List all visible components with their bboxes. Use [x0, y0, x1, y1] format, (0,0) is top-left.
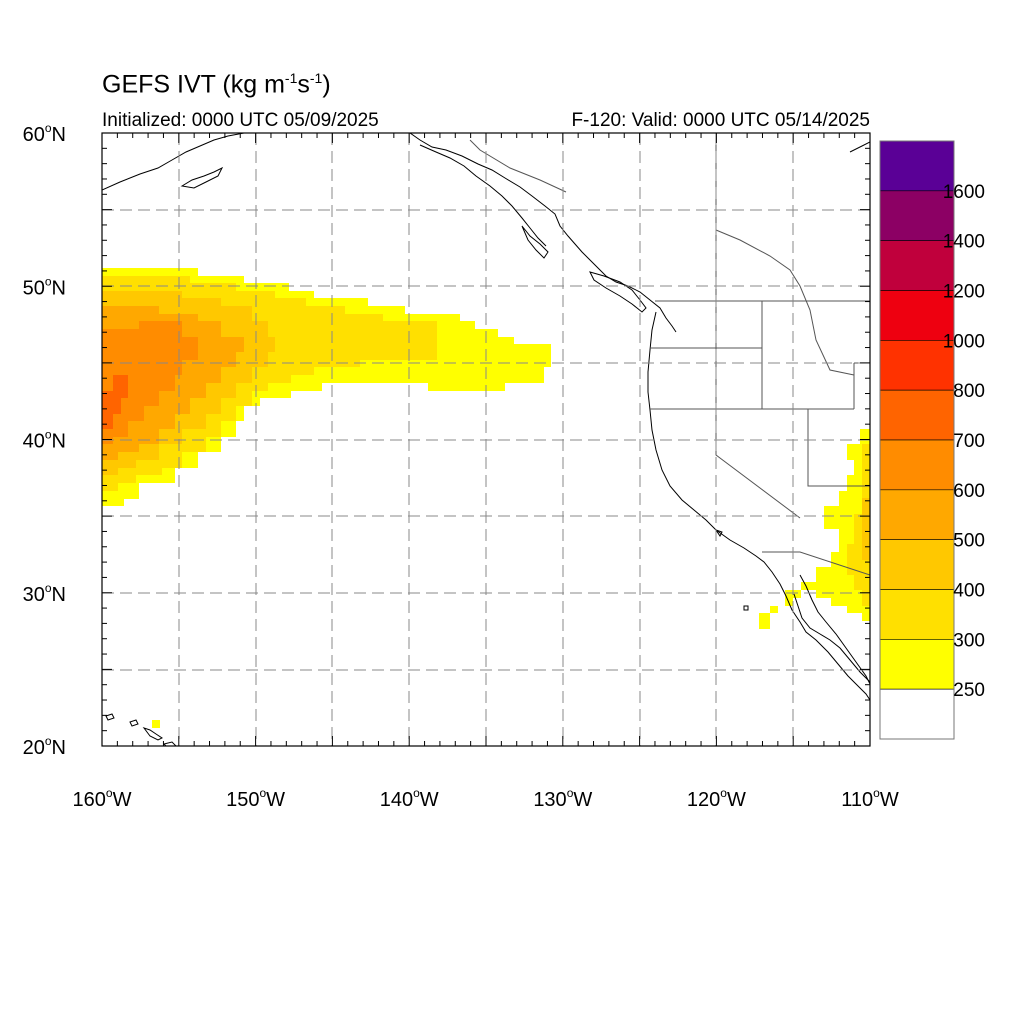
longitude-labels: 160oW 150oW 140oW 130oW 120oW 110oW — [73, 786, 899, 811]
colorbar-box — [879, 489, 955, 540]
latitude-label: 20oN — [23, 734, 66, 759]
ivt-250-hawaii — [152, 720, 160, 728]
colorbar-label: 250 — [953, 680, 985, 701]
colorbar-label: 600 — [953, 481, 985, 502]
colorbar-label: 800 — [953, 381, 985, 402]
longitude-label: 110oW — [841, 786, 899, 811]
plot-title: GEFS IVT (kg m-1s-1) — [102, 70, 331, 99]
valid-time: F-120: Valid: 0000 UTC 05/14/2025 — [571, 110, 870, 131]
colorbar-label: 1400 — [943, 232, 985, 253]
longitude-label: 120oW — [687, 786, 746, 811]
colorbar-label: 1600 — [943, 182, 985, 203]
ivt-250-southwest — [759, 429, 870, 629]
longitude-label: 130oW — [533, 786, 592, 811]
colorbar-box — [879, 340, 955, 391]
grid-lines — [102, 133, 870, 746]
colorbar: 1600 1400 1200 1000 800 700 600 500 400 300 250 — [879, 140, 985, 740]
colorbar-box — [879, 639, 955, 690]
colorbar-label: 1200 — [943, 282, 985, 303]
latitude-label: 30oN — [23, 581, 66, 606]
colorbar-label: 300 — [953, 630, 985, 651]
latitude-label: 60oN — [23, 121, 66, 146]
colorbar-frame — [879, 140, 955, 740]
colorbar-box — [879, 439, 955, 491]
colorbar-box — [879, 190, 955, 241]
ivt-shading — [102, 268, 870, 728]
colorbar-box — [879, 290, 955, 341]
colorbar-label: 500 — [953, 531, 985, 552]
colorbar-box — [879, 688, 955, 740]
colorbar-label: 700 — [953, 431, 985, 452]
ivt-700-pacific — [102, 375, 128, 429]
colorbar-box — [879, 389, 955, 441]
ivt-300-southwest — [847, 444, 870, 606]
latitude-label: 40oN — [23, 428, 66, 453]
latitude-labels: 60oN 50oN 40oN 30oN 20oN — [23, 121, 66, 759]
colorbar-label: 400 — [953, 581, 985, 602]
coastlines — [102, 133, 870, 746]
ivt-400-southwest — [862, 498, 870, 560]
longitude-label: 140oW — [380, 786, 439, 811]
initialized-time: Initialized: 0000 UTC 05/09/2025 — [102, 110, 379, 131]
colorbar-box — [879, 589, 955, 640]
ivt-600-pacific — [102, 321, 198, 444]
longitude-label: 160oW — [73, 786, 132, 811]
longitude-label: 150oW — [226, 786, 285, 811]
latitude-label: 50oN — [23, 274, 66, 299]
political-borders — [469, 133, 870, 576]
colorbar-label: 1000 — [943, 331, 985, 352]
tick-marks — [101, 132, 871, 747]
colorbar-box — [879, 539, 955, 590]
